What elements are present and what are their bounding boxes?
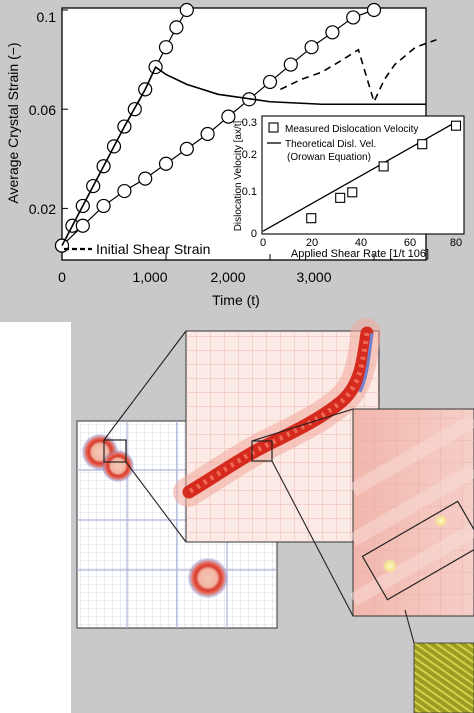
inset-legend-theoretical: Theoretical Disl. Vel. (285, 139, 376, 150)
series-1-point (200, 126, 215, 142)
series-1-point (117, 183, 132, 199)
series-0-point (179, 2, 194, 18)
zoom-box-3 (361, 500, 474, 601)
inset-legend-measured: Measured Dislocation Velocity (285, 124, 418, 135)
zoom-box-1 (103, 439, 127, 463)
inset-legend-square-marker (268, 122, 279, 133)
series-1-point (346, 10, 361, 25)
series-1-point (158, 156, 174, 171)
high-zoom-view (349, 408, 474, 617)
series-2-solid-line (61, 65, 426, 246)
series-0-point (158, 40, 174, 55)
inset-measured-point (347, 187, 358, 198)
series-0-point (169, 20, 184, 35)
inset-measured-point (306, 213, 317, 224)
inset-x-tick-3: 60 (404, 237, 416, 249)
inset-x-tick-2: 40 (355, 237, 367, 249)
inset-measured-point (450, 120, 462, 131)
x-tick-label-1: 1,000 (132, 269, 167, 285)
series-1-point (304, 40, 319, 55)
x-tick-label-2: 2,000 (210, 269, 245, 285)
inset-x-axis-label: Applied Shear Rate [1/t 106] (291, 248, 429, 260)
inset-measured-point (378, 161, 389, 172)
inset-x-tick-1: 20 (306, 237, 318, 249)
series-1-point (179, 141, 194, 156)
series-1-point (262, 74, 278, 90)
inset-y-tick-0: 0 (251, 228, 257, 240)
series-1-point (75, 218, 90, 233)
main-axis-ticks (62, 9, 375, 260)
inset-y-axis-label: Dislocation Velocity [ax/t] (233, 120, 244, 231)
inset-measured-point (335, 192, 346, 203)
series-1-point (283, 57, 298, 72)
main-series-layer (54, 2, 437, 253)
y-tick-label-1: 0.06 (29, 102, 56, 118)
series-1-line (61, 9, 375, 247)
y-tick-label-0: 0.02 (29, 201, 56, 217)
series-1-point (96, 198, 111, 214)
inset-x-tick-4: 80 (450, 237, 462, 249)
inset-measured-point (417, 139, 428, 150)
x-tick-label-3: 3,000 (296, 269, 331, 285)
series-1-point (325, 25, 340, 40)
atomistic-region-view (413, 642, 474, 713)
x-axis-label: Time (t) (212, 292, 260, 308)
inset-legend-orowan: (Orowan Equation) (287, 152, 371, 163)
inset-y-tick-2: 0.2 (242, 149, 257, 161)
series-1-point (366, 2, 382, 18)
y-axis-label: Average Crystal Strain (−) (5, 42, 21, 203)
series-1-point (221, 109, 236, 124)
zoom-connector-lines (103, 330, 415, 644)
y-tick-label-2: 0.1 (37, 9, 57, 25)
inset-x-tick-0: 0 (260, 237, 266, 249)
zoom-box-2 (251, 440, 273, 462)
series-3-dashed-line (280, 39, 437, 105)
x-tick-label-0: 0 (58, 269, 66, 285)
medium-zoom-view (173, 318, 381, 543)
inset-series-layer (262, 120, 462, 232)
initial-shear-strain-label: Initial Shear Strain (96, 241, 210, 257)
inset-y-tick-1: 0.1 (242, 186, 257, 198)
inset-y-tick-3: 0.3 (242, 117, 257, 129)
series-1-point (138, 171, 153, 186)
